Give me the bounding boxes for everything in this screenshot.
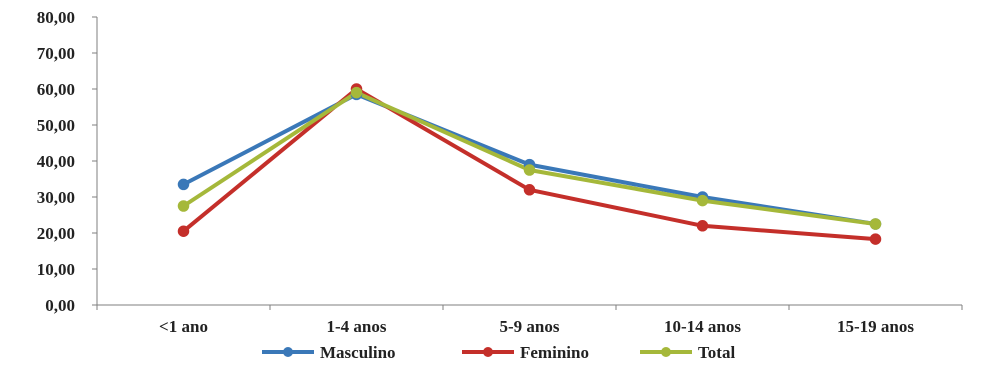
x-axis-ticks: <1 ano 1-4 anos 5-9 anos 10-14 anos 15-19 an… bbox=[96, 305, 963, 336]
legend-marker-masculino bbox=[283, 347, 293, 357]
x-tick-label: <1 ano bbox=[159, 317, 208, 336]
x-tick-label: 15-19 anos bbox=[837, 317, 914, 336]
y-axis-ticks: 0,00 10,00 20,00 30,00 40,00 50,00 60,00 70,00 8… bbox=[37, 8, 97, 315]
y-tick-label: 50,00 bbox=[37, 116, 75, 135]
x-tick-label: 1-4 anos bbox=[327, 317, 387, 336]
data-point-feminino bbox=[177, 225, 190, 237]
legend-marker-total bbox=[661, 347, 671, 357]
y-tick-label: 30,00 bbox=[37, 188, 75, 207]
y-tick-label: 60,00 bbox=[37, 80, 75, 99]
data-point-total bbox=[177, 200, 190, 212]
data-point-feminino bbox=[869, 233, 882, 245]
data-point-total bbox=[869, 218, 882, 230]
data-point-total bbox=[696, 194, 709, 207]
y-tick-label: 80,00 bbox=[37, 8, 75, 27]
legend-label-feminino: Feminino bbox=[520, 343, 589, 362]
data-point-feminino bbox=[523, 184, 536, 196]
data-point-feminino bbox=[696, 220, 709, 232]
legend-label-masculino: Masculino bbox=[320, 343, 396, 362]
legend-marker-feminino bbox=[483, 347, 493, 357]
legend: Masculino Feminino Total bbox=[262, 343, 735, 362]
y-tick-label: 40,00 bbox=[37, 152, 75, 171]
y-tick-label: 0,00 bbox=[45, 296, 75, 315]
data-point-total bbox=[350, 86, 363, 99]
series-lines bbox=[177, 83, 882, 245]
x-tick-label: 10-14 anos bbox=[664, 317, 741, 336]
y-tick-label: 10,00 bbox=[37, 260, 75, 279]
series-line-total bbox=[182, 90, 876, 226]
y-tick-label: 20,00 bbox=[37, 224, 75, 243]
x-tick-label: 5-9 anos bbox=[500, 317, 560, 336]
data-point-masculino bbox=[177, 178, 190, 191]
data-point-total bbox=[523, 164, 536, 176]
legend-label-total: Total bbox=[698, 343, 735, 362]
y-tick-label: 70,00 bbox=[37, 44, 75, 63]
